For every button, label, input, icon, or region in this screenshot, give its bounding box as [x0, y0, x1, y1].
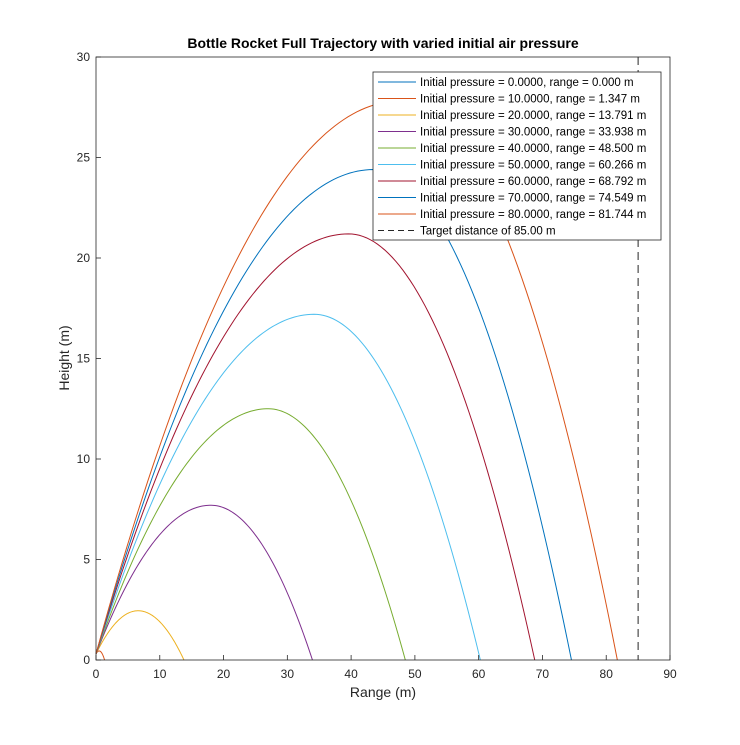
legend-items: Initial pressure = 0.0000, range = 0.000…	[378, 77, 646, 238]
legend-label-9: Target distance of 85.00 m	[420, 226, 556, 238]
x-tick-label-2: 20	[217, 667, 231, 681]
legend-label-3: Initial pressure = 30.0000, range = 33.9…	[420, 127, 646, 139]
legend-label-1: Initial pressure = 10.0000, range = 1.34…	[420, 94, 640, 106]
series-line-7	[95, 169, 572, 661]
x-tick-label-3: 30	[281, 667, 295, 681]
series-layer	[95, 100, 618, 661]
legend-label-8: Initial pressure = 80.0000, range = 81.7…	[420, 209, 646, 221]
series-line-2	[95, 610, 185, 661]
series-line-5	[95, 313, 481, 661]
series-line-6	[95, 233, 536, 661]
x-tick-label-8: 80	[600, 667, 614, 681]
legend-label-7: Initial pressure = 70.0000, range = 74.5…	[420, 193, 646, 205]
legend-label-4: Initial pressure = 40.0000, range = 48.5…	[420, 143, 646, 155]
x-tick-label-5: 50	[408, 667, 422, 681]
y-axis-label: Height (m)	[56, 325, 72, 390]
series-line-4	[95, 408, 406, 661]
chart-title: Bottle Rocket Full Trajectory with varie…	[187, 35, 579, 51]
y-tick-label-2: 10	[77, 452, 91, 466]
x-tick-label-4: 40	[344, 667, 358, 681]
series-line-8	[95, 100, 618, 661]
legend-box	[372, 71, 662, 241]
y-tick-label-3: 15	[77, 352, 91, 366]
y-tick-label-1: 5	[83, 553, 90, 567]
y-tick-label-6: 30	[77, 50, 91, 64]
x-axis-label: Range (m)	[350, 684, 416, 700]
x-tick-label-7: 70	[536, 667, 550, 681]
series-line-3	[95, 504, 313, 661]
legend-label-6: Initial pressure = 60.0000, range = 68.7…	[420, 176, 646, 188]
legend-label-5: Initial pressure = 50.0000, range = 60.2…	[420, 160, 646, 172]
x-tick-label-1: 10	[153, 667, 167, 681]
x-tick-label-0: 0	[93, 667, 100, 681]
legend: Initial pressure = 0.0000, range = 0.000…	[372, 71, 662, 241]
x-tick-label-6: 60	[472, 667, 486, 681]
legend-label-2: Initial pressure = 20.0000, range = 13.7…	[420, 110, 646, 122]
axis-ticks: 0 10 20 30 40 50 60 70 80 90 0 5 10 15 20 25 30	[77, 50, 677, 681]
legend-label-0: Initial pressure = 0.0000, range = 0.000…	[420, 77, 634, 89]
x-tick-label-9: 90	[663, 667, 677, 681]
y-tick-label-4: 20	[77, 251, 91, 265]
y-tick-label-0: 0	[83, 653, 90, 667]
y-tick-label-5: 25	[77, 151, 91, 165]
